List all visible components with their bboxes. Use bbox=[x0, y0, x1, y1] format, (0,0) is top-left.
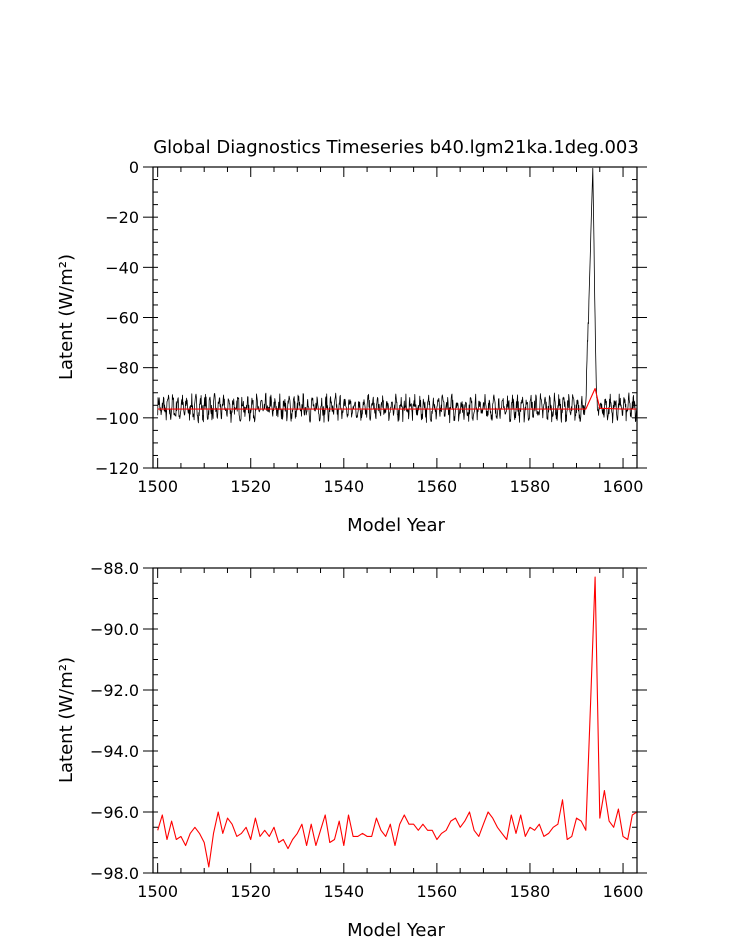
bottom-y-tick-label: −98.0 bbox=[90, 864, 139, 883]
top-series-line-0 bbox=[157, 167, 638, 424]
bottom-y-tick-label: −92.0 bbox=[90, 681, 139, 700]
top-y-tick-label: −100 bbox=[95, 409, 139, 428]
bottom-axis-ticks: 1500 1520 1540 1560 1580 1600 −88.0 −90.0 −92.0 −… bbox=[90, 559, 647, 901]
top-series-line-1 bbox=[157, 387, 637, 410]
bottom-x-tick-label: 1520 bbox=[230, 882, 271, 901]
bottom-x-tick-label: 1600 bbox=[603, 882, 644, 901]
top-x-tick-label: 1560 bbox=[417, 477, 458, 496]
top-y-tick-label: 0 bbox=[129, 158, 139, 177]
top-x-axis-label: Model Year bbox=[347, 515, 445, 536]
top-x-tick-label: 1540 bbox=[323, 477, 364, 496]
top-x-tick-label: 1500 bbox=[137, 477, 178, 496]
top-x-tick-label: 1600 bbox=[603, 477, 644, 496]
top-y-tick-label: −20 bbox=[105, 208, 139, 227]
bottom-y-tick-label: −90.0 bbox=[90, 620, 139, 639]
bottom-y-axis-label: Latent (W/m²) bbox=[56, 657, 77, 783]
bottom-x-tick-label: 1560 bbox=[417, 882, 458, 901]
top-y-axis-label: Latent (W/m²) bbox=[56, 254, 77, 380]
bottom-x-tick-label: 1580 bbox=[510, 882, 551, 901]
top-y-tick-label: −60 bbox=[105, 309, 139, 328]
top-y-tick-label: −40 bbox=[105, 258, 139, 277]
bottom-x-tick-label: 1540 bbox=[323, 882, 364, 901]
bottom-plot-frame bbox=[152, 567, 638, 874]
top-chart: Global Diagnostics Timeseries b40.lgm21k… bbox=[56, 137, 647, 536]
bottom-x-tick-label: 1500 bbox=[137, 882, 178, 901]
bottom-series-group bbox=[157, 576, 638, 868]
bottom-y-tick-label: −94.0 bbox=[90, 742, 139, 761]
top-plot-frame bbox=[152, 166, 638, 469]
bottom-y-tick-label: −88.0 bbox=[90, 559, 139, 578]
bottom-series-line-0 bbox=[157, 576, 638, 868]
top-series-group bbox=[157, 167, 638, 424]
bottom-chart: 1500 1520 1540 1560 1580 1600 −88.0 −90.0 −92.0 −… bbox=[56, 559, 647, 941]
top-x-tick-label: 1580 bbox=[510, 477, 551, 496]
bottom-y-tick-label: −96.0 bbox=[90, 803, 139, 822]
top-axis-ticks: 1500 1520 1540 1560 1580 1600 0 −20 −40 −60 −80 −10… bbox=[95, 158, 647, 496]
top-y-tick-label: −120 bbox=[95, 459, 139, 478]
bottom-x-axis-label: Model Year bbox=[347, 920, 445, 941]
chart-title: Global Diagnostics Timeseries b40.lgm21k… bbox=[153, 137, 639, 158]
top-y-tick-label: −80 bbox=[105, 359, 139, 378]
top-x-tick-label: 1520 bbox=[230, 477, 271, 496]
